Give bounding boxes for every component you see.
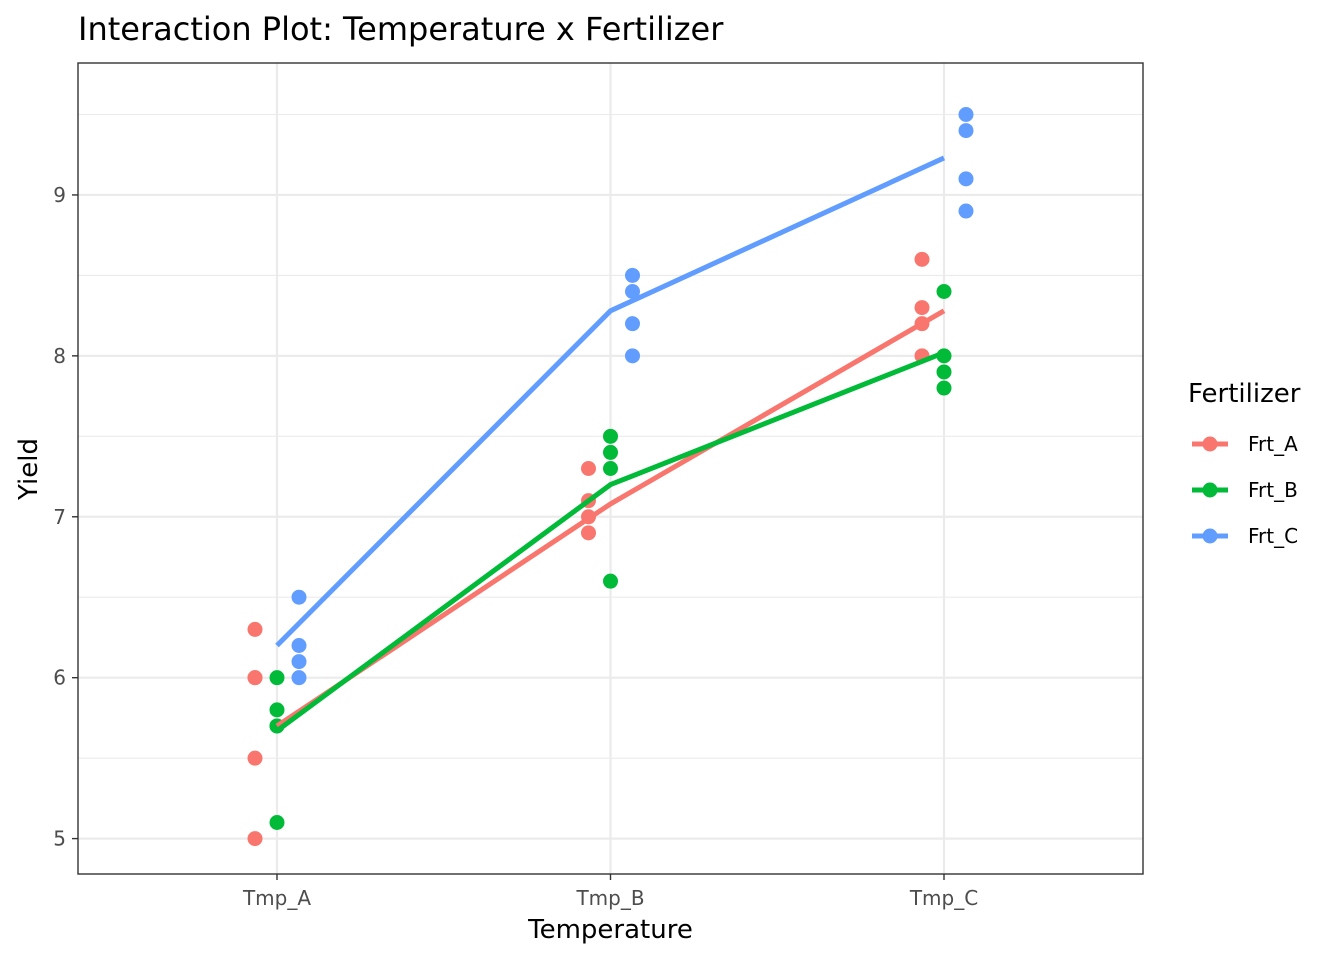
mean-line-frt-b xyxy=(275,350,945,733)
legend-key-point xyxy=(1202,528,1218,544)
mean-line-frt-a xyxy=(275,308,946,729)
y-tick-label: 5 xyxy=(53,827,66,851)
data-point-frt-c xyxy=(625,316,640,332)
data-point-frt-b xyxy=(603,461,618,476)
data-point-frt-b xyxy=(269,670,285,686)
x-tick-label: Tmp_A xyxy=(242,886,311,910)
data-point-frt-c xyxy=(625,283,640,299)
data-point-frt-c xyxy=(958,106,974,122)
data-point-frt-c xyxy=(291,589,307,605)
mean-line-frt-c xyxy=(275,155,946,648)
series-layer xyxy=(247,106,974,847)
legend-title: Fertilizer xyxy=(1188,379,1301,409)
legend-label: Frt_C xyxy=(1248,524,1298,548)
legend-label: Frt_A xyxy=(1248,432,1298,456)
legend-key-point xyxy=(1202,436,1218,452)
data-point-frt-c xyxy=(958,171,974,187)
y-axis-title: Yield xyxy=(14,438,44,501)
data-point-frt-b xyxy=(603,428,618,444)
data-point-frt-a xyxy=(247,670,263,686)
data-point-frt-b xyxy=(936,364,952,380)
chart-title: Interaction Plot: Temperature x Fertiliz… xyxy=(78,10,724,48)
legend-key-point xyxy=(1202,482,1218,498)
y-tick-label: 7 xyxy=(53,505,66,529)
data-point-frt-c xyxy=(958,203,974,219)
data-point-frt-a xyxy=(914,300,930,316)
y-tick-label: 9 xyxy=(53,183,66,207)
data-point-frt-a xyxy=(581,525,596,541)
legend: Fertilizer Frt_A Frt_B Frt_C xyxy=(1188,379,1301,548)
x-tick-label: Tmp_C xyxy=(909,886,978,910)
y-tick-label: 6 xyxy=(53,666,66,690)
data-point-frt-a xyxy=(581,461,596,476)
data-point-frt-a xyxy=(247,621,263,637)
data-point-frt-b xyxy=(936,380,952,396)
data-point-frt-b xyxy=(269,702,285,718)
data-point-frt-b xyxy=(603,573,618,589)
data-point-frt-c xyxy=(625,267,640,283)
data-point-frt-b xyxy=(936,283,952,299)
data-point-frt-a xyxy=(247,831,263,847)
axes: 5 6 7 8 9 Tmp_A Tmp_B Tmp_C xyxy=(53,183,978,910)
data-point-frt-a xyxy=(914,251,930,267)
data-point-frt-c xyxy=(958,123,974,139)
y-tick-label: 8 xyxy=(53,344,66,368)
data-point-frt-a xyxy=(247,750,263,766)
data-point-frt-c xyxy=(625,348,640,364)
data-point-frt-b xyxy=(603,444,618,460)
data-point-frt-c xyxy=(291,670,307,686)
x-tick-label: Tmp_B xyxy=(575,886,644,910)
x-axis-title: Temperature xyxy=(527,915,693,945)
data-point-frt-c xyxy=(291,638,307,654)
data-point-frt-c xyxy=(291,654,307,670)
legend-label: Frt_B xyxy=(1248,478,1298,502)
data-point-frt-b xyxy=(269,815,285,831)
